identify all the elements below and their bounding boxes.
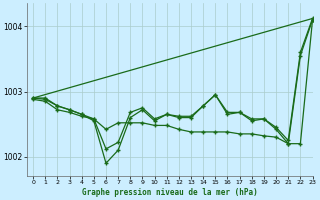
X-axis label: Graphe pression niveau de la mer (hPa): Graphe pression niveau de la mer (hPa) xyxy=(82,188,258,197)
